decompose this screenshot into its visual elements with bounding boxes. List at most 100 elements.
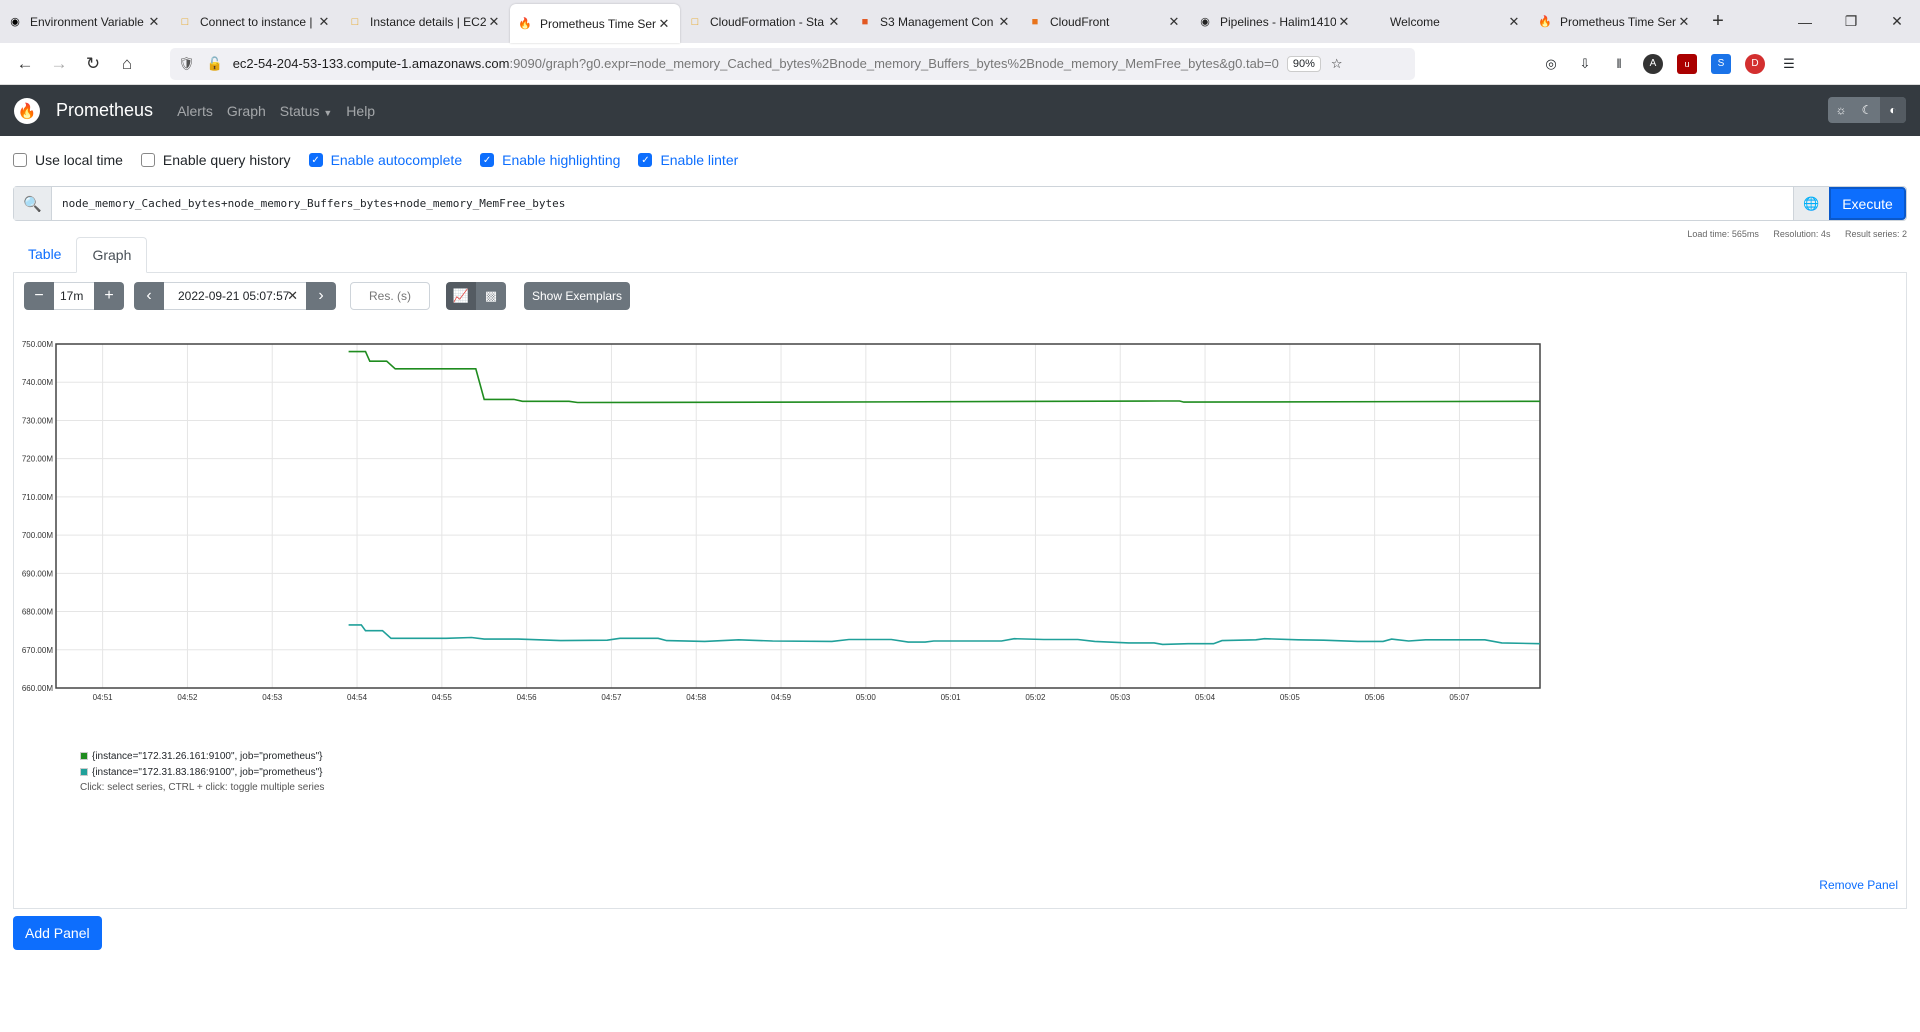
end-time-input[interactable]: 2022-09-21 05:07:57 ✕	[164, 282, 306, 310]
legend-item[interactable]: {instance="172.31.26.161:9100", job="pro…	[80, 748, 324, 764]
browser-tab[interactable]: 🔥 Prometheus Time Ser ✕	[1530, 0, 1700, 43]
account-icon[interactable]: A	[1643, 53, 1663, 74]
y-tick-label: 670.00M	[22, 646, 53, 655]
earlier-button[interactable]: ‹	[134, 282, 164, 310]
execute-button[interactable]: Execute	[1829, 187, 1906, 220]
browser-tab[interactable]: □ Instance details | EC2 ✕	[340, 0, 510, 43]
reload-icon[interactable]: ↻	[85, 53, 101, 73]
browser-tab[interactable]: 🔥 Prometheus Time Ser ✕	[510, 4, 680, 43]
close-icon[interactable]: ✕	[1168, 13, 1180, 29]
forward-icon[interactable]: →	[50, 53, 68, 73]
checkbox[interactable]	[13, 153, 27, 167]
close-icon[interactable]: ✕	[828, 13, 840, 29]
back-icon[interactable]: ←	[16, 53, 34, 73]
legend-item[interactable]: {instance="172.31.83.186:9100", job="pro…	[80, 764, 324, 780]
checkbox[interactable]	[140, 153, 155, 167]
checkbox[interactable]: ✓	[308, 153, 323, 167]
option-checkbox[interactable]: Use local time	[13, 152, 123, 168]
close-icon[interactable]: ✕	[998, 13, 1010, 29]
close-icon[interactable]: ✕	[658, 15, 670, 31]
tab-title: Instance details | EC2	[370, 14, 486, 29]
library-icon[interactable]: ‖	[1616, 56, 1622, 71]
increase-range-button[interactable]: +	[94, 282, 124, 310]
expression-input[interactable]: node_memory_Cached_bytes+node_memory_Buf…	[62, 197, 566, 210]
browser-tab[interactable]: ■ S3 Management Con ✕	[850, 0, 1020, 43]
chart-svg[interactable]: 750.00M 740.00M 730.00M 720.00M 710.00M 700.0…	[14, 339, 1561, 719]
show-exemplars-button[interactable]: Show Exemplars	[524, 282, 631, 310]
zoom-level[interactable]: 90%	[1286, 55, 1321, 72]
nav-help[interactable]: Help	[346, 102, 376, 119]
option-checkbox[interactable]: Enable query history	[140, 152, 291, 168]
range-input[interactable]: 17m	[54, 282, 94, 310]
decrease-range-button[interactable]: −	[24, 282, 54, 310]
minimize-icon[interactable]: —	[1798, 13, 1812, 30]
close-icon[interactable]: ✕	[488, 13, 500, 29]
search-icon: 🔍	[14, 187, 52, 220]
extension-s-icon[interactable]: S	[1711, 53, 1731, 74]
checkbox[interactable]: ✓	[480, 153, 495, 167]
y-tick-label: 660.00M	[22, 684, 53, 693]
brand[interactable]: Prometheus	[56, 100, 154, 120]
tab-graph[interactable]: Graph	[76, 237, 148, 273]
chart-area[interactable]: 750.00M 740.00M 730.00M 720.00M 710.00M 700.0…	[14, 339, 1561, 719]
theme-toggle: ☼ ☾ ◐	[1828, 97, 1906, 123]
option-checkbox[interactable]: ✓ Enable autocomplete	[308, 152, 462, 168]
close-icon[interactable]: ✕	[148, 13, 160, 29]
add-panel-button[interactable]: Add Panel	[13, 916, 102, 950]
resolution-input[interactable]: Res. (s)	[350, 282, 430, 310]
close-icon[interactable]: ✕	[1508, 13, 1520, 29]
extension-d-icon[interactable]: D	[1745, 53, 1765, 74]
caret-down-icon: ▼	[323, 107, 333, 118]
bookmark-star-icon[interactable]: ☆	[1330, 55, 1343, 71]
restore-icon[interactable]: ❐	[1844, 13, 1858, 29]
browser-tab[interactable]: ◉ Environment Variable ✕	[0, 0, 170, 43]
option-checkbox[interactable]: ✓ Enable linter	[638, 152, 738, 168]
x-tick-label: 04:56	[517, 693, 538, 702]
series-line	[348, 350, 1541, 404]
x-tick-label: 04:58	[686, 693, 707, 702]
insecure-icon[interactable]: 🔓	[206, 55, 223, 71]
close-icon[interactable]: ✕	[1678, 13, 1690, 29]
theme-auto-icon[interactable]: ◐	[1880, 97, 1906, 123]
clear-icon[interactable]: ✕	[287, 288, 298, 303]
graph-panel: − 17m + ‹ 2022-09-21 05:07:57 ✕ › Res. (…	[13, 273, 1907, 909]
theme-light-icon[interactable]: ☼	[1835, 103, 1847, 117]
close-icon[interactable]: ✕	[1338, 13, 1350, 29]
nav-status[interactable]: Status ▼	[279, 102, 333, 119]
browser-tab[interactable]: Welcome ✕	[1360, 0, 1530, 43]
tab-title: CloudFront	[1050, 14, 1110, 29]
browser-tab[interactable]: □ Connect to instance | ✕	[170, 0, 340, 43]
browser-tab[interactable]: □ CloudFormation - Sta ✕	[680, 0, 850, 43]
option-label: Enable query history	[162, 152, 291, 168]
y-tick-label: 690.00M	[22, 569, 53, 578]
checkbox[interactable]: ✓	[638, 153, 653, 167]
y-tick-label: 720.00M	[22, 455, 53, 464]
close-icon[interactable]: ✕	[318, 13, 330, 29]
nav-alerts[interactable]: Alerts	[177, 102, 213, 119]
tab-table[interactable]: Table	[28, 246, 62, 262]
later-button[interactable]: ›	[306, 282, 336, 310]
home-icon[interactable]: ⌂	[121, 53, 133, 73]
browser-tab[interactable]: ◉ Pipelines - Halim1410 ✕	[1190, 0, 1360, 43]
pocket-icon[interactable]: ◎	[1545, 55, 1557, 71]
option-checkbox[interactable]: ✓ Enable highlighting	[480, 152, 620, 168]
window-controls: — ❐ ✕	[1782, 0, 1920, 43]
ublock-icon[interactable]: u	[1677, 53, 1697, 74]
menu-icon[interactable]: ☰	[1783, 55, 1795, 71]
shield-icon[interactable]: 🛡	[178, 55, 195, 71]
close-window-icon[interactable]: ✕	[1891, 13, 1903, 29]
remove-panel-link[interactable]: Remove Panel	[1819, 878, 1898, 892]
new-tab-icon[interactable]: +	[1712, 10, 1724, 32]
x-tick-label: 04:59	[771, 693, 792, 702]
cloudfront-icon: ■	[1031, 15, 1039, 28]
nav-graph[interactable]: Graph	[226, 102, 266, 119]
line-chart-icon[interactable]: 📈	[446, 282, 476, 310]
stacked-chart-icon[interactable]: ▩	[476, 282, 506, 310]
address-bar[interactable]: 🛡 🔓 ec2-54-204-53-133.compute-1.amazonaw…	[170, 47, 1415, 80]
metrics-explorer-icon[interactable]: 🌐	[1793, 187, 1829, 220]
browser-tab[interactable]: ■ CloudFront ✕	[1020, 0, 1190, 43]
x-tick-label: 04:53	[262, 693, 283, 702]
prometheus-logo-icon[interactable]: 🔥	[14, 97, 40, 124]
downloads-icon[interactable]: ⇩	[1579, 55, 1591, 71]
theme-dark-icon[interactable]: ☾	[1861, 103, 1873, 117]
